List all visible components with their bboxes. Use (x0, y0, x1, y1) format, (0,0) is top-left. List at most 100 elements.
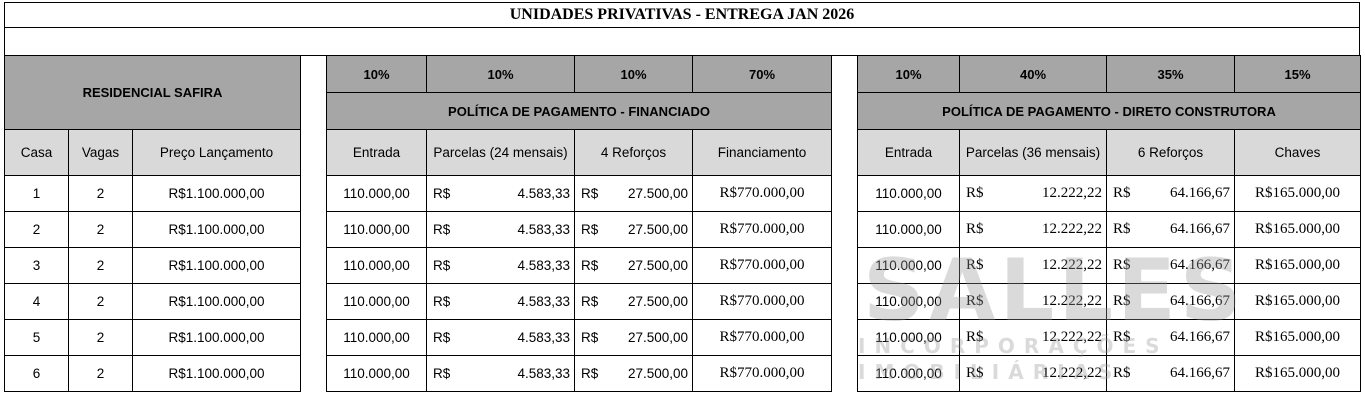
f-parcelas-cell: R$ 4.583,33 (426, 175, 575, 212)
f-reforcos-cell: R$ 27.500,00 (574, 355, 693, 392)
table-row: 110.000,00 R$ 4.583,33 R$ 27.500,00 R$770.000… (326, 283, 832, 320)
currency-value: 12.222,22 (1042, 365, 1102, 381)
table-row: 5 2 R$1.100.000,00 (4, 319, 302, 356)
currency-value: 64.166,67 (1170, 293, 1230, 309)
f-entrada-cell: 110.000,00 (326, 247, 427, 284)
casa-cell: 1 (4, 175, 69, 212)
f-policy-title: POLÍTICA DE PAGAMENTO - FINANCIADO (326, 92, 832, 130)
currency-value: 12.222,22 (1042, 257, 1102, 273)
table-row: 1 2 R$1.100.000,00 (4, 175, 302, 212)
f-financiamento-cell: R$770.000,00 (692, 175, 832, 212)
currency-symbol: R$ (966, 185, 984, 201)
f-entrada-cell: 110.000,00 (326, 211, 427, 248)
currency-value: 12.222,22 (1042, 221, 1102, 237)
currency-value: 27.500,00 (627, 186, 688, 201)
f-reforcos-cell: R$ 27.500,00 (574, 211, 693, 248)
d-parcelas-cell: R$ 12.222,22 (959, 319, 1107, 356)
table-row: 110.000,00 R$ 12.222,22 R$ 64.166,67 R$165.00… (857, 319, 1361, 356)
casa-cell: 2 (4, 211, 69, 248)
casa-cell: 5 (4, 319, 69, 356)
d-entrada-cell: 110.000,00 (857, 283, 960, 320)
vagas-cell: 2 (68, 211, 133, 248)
currency-symbol: R$ (433, 186, 451, 201)
table-row: 110.000,00 R$ 4.583,33 R$ 27.500,00 R$770.000… (326, 319, 832, 356)
d-reforcos-cell: R$ 64.166,67 (1106, 355, 1235, 392)
d-percent-chaves: 15% (1234, 55, 1361, 93)
currency-symbol: R$ (433, 258, 451, 273)
currency-value: 12.222,22 (1042, 185, 1102, 201)
preco-cell: R$1.100.000,00 (131, 319, 302, 356)
f-reforcos-cell: R$ 27.500,00 (574, 175, 693, 212)
d-percent-entrada: 10% (857, 55, 960, 93)
d-header-parcelas: Parcelas (36 mensais) (959, 129, 1107, 176)
currency-symbol: R$ (581, 186, 599, 201)
header-vagas: Vagas (68, 129, 133, 176)
f-percent-financiamento: 70% (692, 55, 832, 93)
currency-symbol: R$ (1113, 185, 1131, 201)
currency-symbol: R$ (1113, 293, 1131, 309)
blank-row (4, 27, 1360, 56)
currency-value: 27.500,00 (627, 366, 688, 381)
currency-value: 27.500,00 (627, 222, 688, 237)
f-header-financiamento: Financiamento (692, 129, 832, 176)
d-parcelas-cell: R$ 12.222,22 (959, 283, 1107, 320)
currency-value: 4.583,33 (517, 366, 570, 381)
residencial-title: RESIDENCIAL SAFIRA (3, 55, 302, 130)
d-parcelas-cell: R$ 12.222,22 (959, 355, 1107, 392)
currency-symbol: R$ (433, 222, 451, 237)
f-financiamento-cell: R$770.000,00 (692, 283, 832, 320)
left-table: RESIDENCIAL SAFIRA Casa Vagas Preço Lanç… (3, 55, 302, 392)
preco-cell: R$1.100.000,00 (131, 247, 302, 284)
table-row: 110.000,00 R$ 12.222,22 R$ 64.166,67 R$165.00… (857, 355, 1361, 392)
currency-symbol: R$ (433, 330, 451, 345)
table-row: 6 2 R$1.100.000,00 (4, 355, 302, 392)
table-row: 110.000,00 R$ 12.222,22 R$ 64.166,67 R$165.00… (857, 175, 1361, 212)
d-chaves-cell: R$165.000,00 (1234, 283, 1361, 320)
preco-cell: R$1.100.000,00 (131, 175, 302, 212)
d-reforcos-cell: R$ 64.166,67 (1106, 175, 1235, 212)
table-row: 2 2 R$1.100.000,00 (4, 211, 302, 248)
d-entrada-cell: 110.000,00 (857, 247, 960, 284)
d-reforcos-cell: R$ 64.166,67 (1106, 283, 1235, 320)
currency-symbol: R$ (581, 294, 599, 309)
currency-symbol: R$ (966, 293, 984, 309)
vagas-cell: 2 (68, 283, 133, 320)
d-chaves-cell: R$165.000,00 (1234, 247, 1361, 284)
vagas-cell: 2 (68, 247, 133, 284)
currency-symbol: R$ (581, 330, 599, 345)
f-percent-entrada: 10% (326, 55, 427, 93)
currency-symbol: R$ (966, 329, 984, 345)
currency-symbol: R$ (581, 258, 599, 273)
d-entrada-cell: 110.000,00 (857, 319, 960, 356)
f-reforcos-cell: R$ 27.500,00 (574, 319, 693, 356)
currency-symbol: R$ (966, 257, 984, 273)
d-policy-title: POLÍTICA DE PAGAMENTO - DIRETO CONSTRUTO… (857, 92, 1361, 130)
d-percent-reforcos: 35% (1106, 55, 1235, 93)
table-row: 110.000,00 R$ 4.583,33 R$ 27.500,00 R$770.000… (326, 247, 832, 284)
f-entrada-cell: 110.000,00 (326, 355, 427, 392)
d-chaves-cell: R$165.000,00 (1234, 319, 1361, 356)
table-row: 110.000,00 R$ 12.222,22 R$ 64.166,67 R$165.00… (857, 211, 1361, 248)
header-preco: Preço Lançamento (131, 129, 302, 176)
d-header-reforcos: 6 Reforços (1106, 129, 1235, 176)
d-header-entrada: Entrada (857, 129, 960, 176)
f-reforcos-cell: R$ 27.500,00 (574, 247, 693, 284)
preco-cell: R$1.100.000,00 (131, 211, 302, 248)
table-row: 110.000,00 R$ 12.222,22 R$ 64.166,67 R$165.00… (857, 247, 1361, 284)
preco-cell: R$1.100.000,00 (131, 283, 302, 320)
casa-cell: 4 (4, 283, 69, 320)
currency-symbol: R$ (1113, 329, 1131, 345)
f-entrada-cell: 110.000,00 (326, 319, 427, 356)
d-reforcos-cell: R$ 64.166,67 (1106, 247, 1235, 284)
casa-cell: 6 (4, 355, 69, 392)
f-parcelas-cell: R$ 4.583,33 (426, 355, 575, 392)
currency-value: 27.500,00 (627, 258, 688, 273)
table-row: 110.000,00 R$ 4.583,33 R$ 27.500,00 R$770.000… (326, 355, 832, 392)
currency-value: 64.166,67 (1170, 365, 1230, 381)
f-parcelas-cell: R$ 4.583,33 (426, 319, 575, 356)
vagas-cell: 2 (68, 319, 133, 356)
d-parcelas-cell: R$ 12.222,22 (959, 175, 1107, 212)
currency-value: 64.166,67 (1170, 185, 1230, 201)
currency-value: 4.583,33 (517, 294, 570, 309)
casa-cell: 3 (4, 247, 69, 284)
